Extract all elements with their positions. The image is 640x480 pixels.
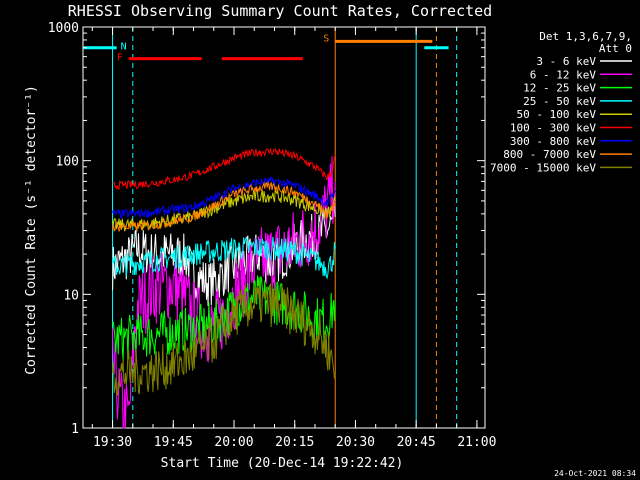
legend-label-5: 100 - 300 keV <box>510 122 596 135</box>
series-line-6 <box>112 176 336 219</box>
x-tick-label-0: 19:30 <box>93 435 132 450</box>
series-line-7 <box>112 180 336 233</box>
observing-flags: NF S <box>83 33 449 64</box>
x-tick-label-1: 19:45 <box>154 435 193 450</box>
vertical-markers <box>112 27 458 428</box>
x-tick-label-6: 21:00 <box>457 435 496 450</box>
y-tick-label-2: 100 <box>56 155 79 170</box>
x-tick-label-5: 20:45 <box>397 435 436 450</box>
legend-label-1: 6 - 12 keV <box>530 68 597 81</box>
y-tick-label-1: 10 <box>63 288 79 303</box>
series-line-8 <box>112 280 336 396</box>
x-axis-label: Start Time (20-Dec-14 19:22:42) <box>161 456 404 471</box>
legend-label-7: 800 - 7000 keV <box>503 148 596 161</box>
plot-frame <box>82 26 486 429</box>
legend-label-4: 50 - 100 keV <box>517 108 597 121</box>
footer-timestamp: 24-Oct-2021 08:34 <box>554 469 636 478</box>
legend-label-8: 7000 - 15000 keV <box>490 161 596 174</box>
y-tick-label-0: 1 <box>71 422 79 437</box>
y-axis-label: Corrected Count Rate (s⁻¹ detector⁻¹) <box>24 85 39 375</box>
legend-label-0: 3 - 6 keV <box>536 55 596 68</box>
legend-label-6: 300 - 800 keV <box>510 135 596 148</box>
plot-border <box>82 26 486 429</box>
series-line-3 <box>112 236 336 280</box>
legend-title-0: Det 1,3,6,7,9, <box>539 30 632 43</box>
legend-label-3: 25 - 50 keV <box>523 95 596 108</box>
x-tick-label-4: 20:30 <box>336 435 375 450</box>
flag-n-label: N <box>121 42 127 53</box>
legend-title-1: Att 0 <box>599 42 632 55</box>
flag-f-label: F <box>117 53 123 64</box>
data-series <box>112 147 336 429</box>
x-tick-label-3: 20:15 <box>275 435 314 450</box>
y-tick-label-3: 1000 <box>48 21 79 36</box>
flag-s-label: S <box>323 33 329 44</box>
x-tick-label-2: 20:00 <box>214 435 253 450</box>
legend-label-2: 12 - 25 keV <box>523 82 596 95</box>
axes: 19:30 19:45 20:00 20:15 20:30 20:45 21:00 1 10 10… <box>48 21 497 450</box>
chart-title: RHESSI Observing Summary Count Rates, Co… <box>68 2 492 20</box>
series-line-5 <box>112 147 336 191</box>
